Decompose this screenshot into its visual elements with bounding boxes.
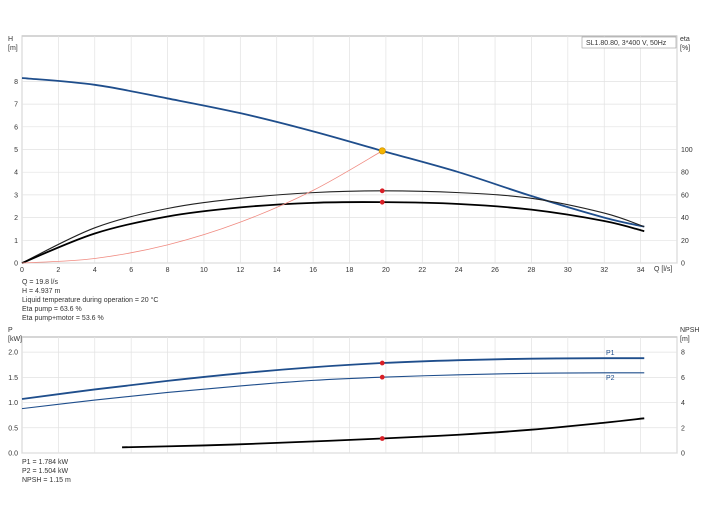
series-line-h: [21, 77, 645, 228]
x-tick-label: 10: [200, 267, 208, 274]
y-tick-label-right: 0: [681, 261, 685, 268]
y-tick-label-right: 20: [681, 238, 689, 245]
y-tick-label-right: 0: [681, 451, 685, 458]
y-tick-label-right: 6: [681, 375, 685, 382]
y-tick-label-left: 1.0: [8, 400, 18, 407]
y-tick-label-left: 4: [14, 170, 18, 177]
bottom-points: [379, 360, 385, 441]
x-tick-label: 34: [637, 267, 645, 274]
top-ylabel-right-1: eta: [680, 36, 690, 43]
bottom-ylabel-right-2: [m]: [680, 336, 690, 343]
bottom-ylabel-right-1: NPSH: [680, 327, 699, 334]
top-ylabel-left-1: H: [8, 36, 13, 43]
x-tick-label: 24: [455, 267, 463, 274]
series-label-p2: P2: [606, 375, 615, 382]
y-tick-label-left: 1: [14, 238, 18, 245]
y-tick-label-left: 0.0: [8, 451, 18, 458]
info-npsh: NPSH = 1.15 m: [22, 477, 71, 484]
duty-point-marker: [378, 147, 386, 155]
top-series: [21, 77, 645, 264]
info-eta-pump-motor: Eta pump+motor = 53.6 %: [22, 315, 104, 322]
bottom-ylabel-left-2: [kW]: [8, 336, 22, 343]
duty-point-marker: [379, 188, 385, 194]
x-tick-label: 14: [273, 267, 281, 274]
y-tick-label-left: 1.5: [8, 375, 18, 382]
top-ylabel-left-2: [m]: [8, 45, 18, 52]
x-tick-label: 22: [418, 267, 426, 274]
series-line-p1: [21, 357, 645, 400]
model-label: SL1.80.80, 3*400 V, 50Hz: [586, 40, 667, 47]
x-tick-label: 26: [491, 267, 499, 274]
y-tick-label-left: 3: [14, 192, 18, 199]
bottom-chart: 0.0 0.5 1.0 1.5 2.0 0 2 4 6 8 P [kW] NPSH [m] P1 …: [8, 327, 699, 484]
bottom-grid: [21, 337, 678, 454]
x-tick-label: 4: [93, 267, 97, 274]
y-tick-label-right: 40: [681, 215, 689, 222]
info-p1: P1 = 1.784 kW: [22, 459, 69, 466]
y-tick-label-left: 0.5: [8, 425, 18, 432]
top-grid: [21, 36, 678, 264]
duty-point-marker: [379, 199, 385, 205]
info-q: Q = 19.8 l/s: [22, 279, 58, 286]
x-tick-label: 18: [346, 267, 354, 274]
bottom-ylabel-left-1: P: [8, 327, 13, 334]
bottom-info: P1 = 1.784 kW P2 = 1.504 kW NPSH = 1.15 …: [22, 459, 71, 484]
bottom-tick-labels: 0.0 0.5 1.0 1.5 2.0 0 2 4 6 8: [8, 350, 685, 458]
y-tick-label-right: 4: [681, 400, 685, 407]
x-tick-label: 2: [56, 267, 60, 274]
y-tick-label-left: 5: [14, 147, 18, 154]
duty-point-marker: [379, 374, 385, 380]
y-tick-label-right: 100: [681, 147, 693, 154]
model-label-box: SL1.80.80, 3*400 V, 50Hz: [581, 36, 677, 49]
x-tick-label: 0: [20, 267, 24, 274]
x-tick-label: 6: [129, 267, 133, 274]
series-line-eta-pump-motor: [21, 201, 645, 264]
x-tick-label: 28: [528, 267, 536, 274]
info-p2: P2 = 1.504 kW: [22, 468, 69, 475]
series-line-system: [21, 150, 383, 264]
x-tick-label: 30: [564, 267, 572, 274]
y-tick-label-right: 80: [681, 170, 689, 177]
y-tick-label-left: 7: [14, 102, 18, 109]
x-tick-label: 20: [382, 267, 390, 274]
top-ylabel-right-2: [%]: [680, 45, 690, 52]
top-info: Q = 19.8 l/s H = 4.937 m Liquid temperat…: [22, 279, 158, 322]
y-tick-label-right: 60: [681, 192, 689, 199]
series-label-p1: P1: [606, 350, 615, 357]
x-tick-label: 12: [236, 267, 244, 274]
x-tick-label: 8: [166, 267, 170, 274]
info-eta-pump: Eta pump = 63.6 %: [22, 306, 82, 313]
duty-point-marker: [379, 436, 385, 441]
info-h: H = 4.937 m: [22, 288, 60, 295]
series-line-npsh: [122, 417, 645, 449]
y-tick-label-left: 6: [14, 124, 18, 131]
model-label-frame: [581, 36, 677, 49]
top-xlabel: Q [l/s]: [654, 266, 672, 273]
bottom-series: [21, 357, 645, 449]
series-line-eta-pump: [21, 190, 645, 264]
y-tick-label-left: 0: [14, 261, 18, 268]
x-tick-label: 32: [600, 267, 608, 274]
info-liquid-temp: Liquid temperature during operation = 20…: [22, 296, 158, 304]
duty-point-marker: [379, 360, 385, 366]
y-tick-label-left: 2.0: [8, 350, 18, 357]
y-tick-label-right: 2: [681, 425, 685, 432]
y-tick-label-left: 8: [14, 79, 18, 86]
series-line-p2: [21, 372, 645, 410]
top-points: [378, 147, 386, 205]
y-tick-label-right: 8: [681, 350, 685, 357]
y-tick-label-left: 2: [14, 215, 18, 222]
x-tick-label: 16: [309, 267, 317, 274]
